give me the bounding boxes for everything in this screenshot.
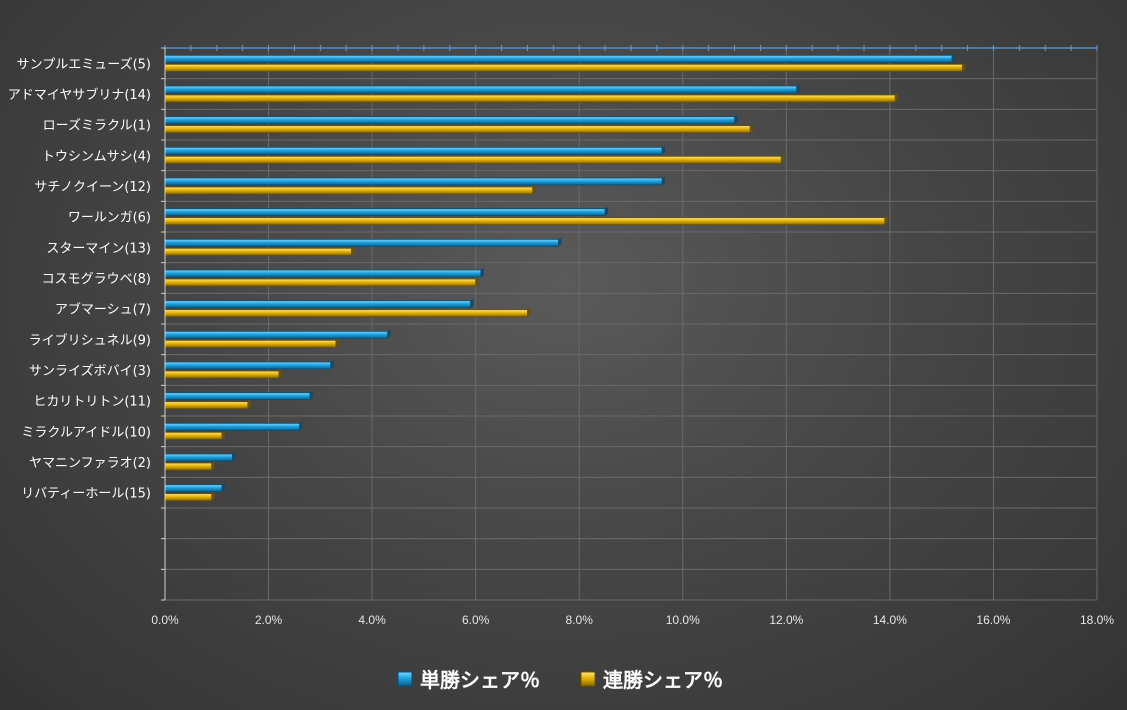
x-tick-label: 12.0%: [769, 613, 803, 627]
bar-end-cap: [662, 145, 666, 155]
bar-end-cap: [750, 123, 754, 133]
bar-win-share: [164, 238, 559, 247]
bar-end-cap: [247, 399, 251, 409]
bar-win-share: [164, 330, 389, 339]
x-tick-label: 18.0%: [1080, 613, 1114, 627]
category-label: ワールンガ(6): [68, 211, 151, 226]
x-tick-label: 6.0%: [462, 613, 490, 627]
bar-place-share: [164, 125, 751, 134]
bar-end-cap: [884, 215, 888, 225]
x-tick-label: 10.0%: [666, 613, 700, 627]
bar-end-cap: [532, 185, 536, 194]
bar-end-cap: [796, 84, 800, 93]
category-label: アドマイヤサブリナ(14): [8, 87, 151, 103]
x-tick-label: 0.0%: [151, 613, 179, 627]
bar-end-cap: [335, 338, 339, 348]
bar-end-cap: [662, 176, 666, 185]
x-tick-label: 4.0%: [358, 613, 386, 627]
bar-end-cap: [211, 491, 215, 501]
bar-end-cap: [558, 237, 562, 247]
category-labels: サンプルエミューズ(5) アドマイヤサブリナ(14) ローズミラクル(1) トウシンム…: [8, 56, 151, 501]
bar-place-share: [164, 186, 534, 195]
category-label: ローズミラクル(1): [43, 118, 151, 134]
bar-end-cap: [309, 390, 313, 400]
category-label: ヤマニンファラオ(2): [29, 456, 151, 471]
bar-win-share: [164, 146, 663, 155]
bar-end-cap: [387, 329, 391, 339]
bar-place-share: [164, 370, 280, 379]
bar-place-share: [164, 94, 896, 103]
bar-end-cap: [952, 53, 956, 63]
category-label: スターマイン(13): [46, 241, 151, 256]
category-label: アブマーシュ(7): [55, 302, 151, 318]
bar-win-share: [164, 208, 606, 217]
bar-win-share: [164, 116, 735, 125]
bar-end-cap: [962, 62, 966, 72]
bar-place-share: [164, 247, 352, 256]
legend: 単勝シェア％ 連勝シェア％: [397, 668, 723, 692]
bar-win-share: [164, 422, 301, 431]
bar-end-cap: [351, 246, 355, 256]
x-tick-label: 16.0%: [976, 613, 1010, 627]
bar-end-cap: [232, 452, 236, 461]
category-label: ミラクルアイドル(10): [21, 425, 151, 440]
bar-end-cap: [299, 421, 303, 431]
category-label: サチノクイーン(12): [34, 180, 151, 195]
bar-win-share: [164, 392, 311, 401]
bar-place-share: [164, 462, 212, 471]
x-tick-label: 8.0%: [566, 613, 594, 627]
category-label: コスモグラウベ(8): [42, 272, 151, 287]
bar-end-cap: [895, 93, 899, 102]
bar-win-share: [164, 85, 798, 94]
bar-win-share: [164, 177, 663, 186]
bar-end-cap: [605, 206, 609, 216]
bar-end-cap: [475, 277, 479, 286]
bar-end-cap: [527, 307, 531, 317]
bar-win-share: [164, 453, 233, 462]
bar-win-share: [164, 54, 953, 63]
legend-swatch-place: [580, 671, 596, 687]
bar-end-cap: [221, 482, 225, 492]
bar-win-share: [164, 484, 223, 493]
bar-place-share: [164, 63, 963, 72]
category-label: ヒカリトリトン(11): [33, 395, 151, 410]
bar-end-cap: [470, 298, 474, 308]
bar-place-share: [164, 493, 212, 502]
bar-place-share: [164, 309, 528, 318]
x-tick-labels: 0.0% 2.0% 4.0% 6.0% 8.0% 10.0% 12.0% 14.0% 16.0%…: [151, 613, 1114, 627]
bar-end-cap: [211, 461, 215, 470]
bar-place-share: [164, 401, 249, 410]
category-label: サンプルエミューズ(5): [17, 56, 151, 72]
bar-end-cap: [221, 430, 225, 440]
bars: [164, 53, 966, 502]
bar-place-share: [164, 217, 886, 226]
bar-place-share: [164, 155, 782, 164]
bar-end-cap: [781, 154, 785, 164]
bar-win-share: [164, 300, 471, 309]
category-label: サンライズボバイ(3): [29, 363, 151, 379]
x-tick-label: 14.0%: [873, 613, 907, 627]
x-tick-label: 2.0%: [255, 613, 283, 627]
legend-swatch-win: [397, 671, 413, 687]
legend-label-win: 単勝シェア％: [420, 668, 540, 692]
bar-end-cap: [734, 114, 738, 124]
legend-label-place: 連勝シェア％: [603, 668, 723, 692]
category-label: トウシンムサシ(4): [42, 149, 151, 164]
category-label: リバティーホール(15): [21, 487, 151, 502]
grid-lines: [164, 48, 1098, 601]
bar-end-cap: [278, 369, 282, 378]
bar-end-cap: [480, 268, 484, 277]
axes: [161, 45, 1098, 601]
bar-end-cap: [330, 360, 334, 369]
bar-win-share: [164, 269, 482, 278]
bar-place-share: [164, 431, 223, 440]
bar-place-share: [164, 339, 337, 348]
bar-place-share: [164, 278, 477, 287]
category-label: ライブリシュネル(9): [29, 332, 151, 348]
bar-win-share: [164, 361, 332, 370]
